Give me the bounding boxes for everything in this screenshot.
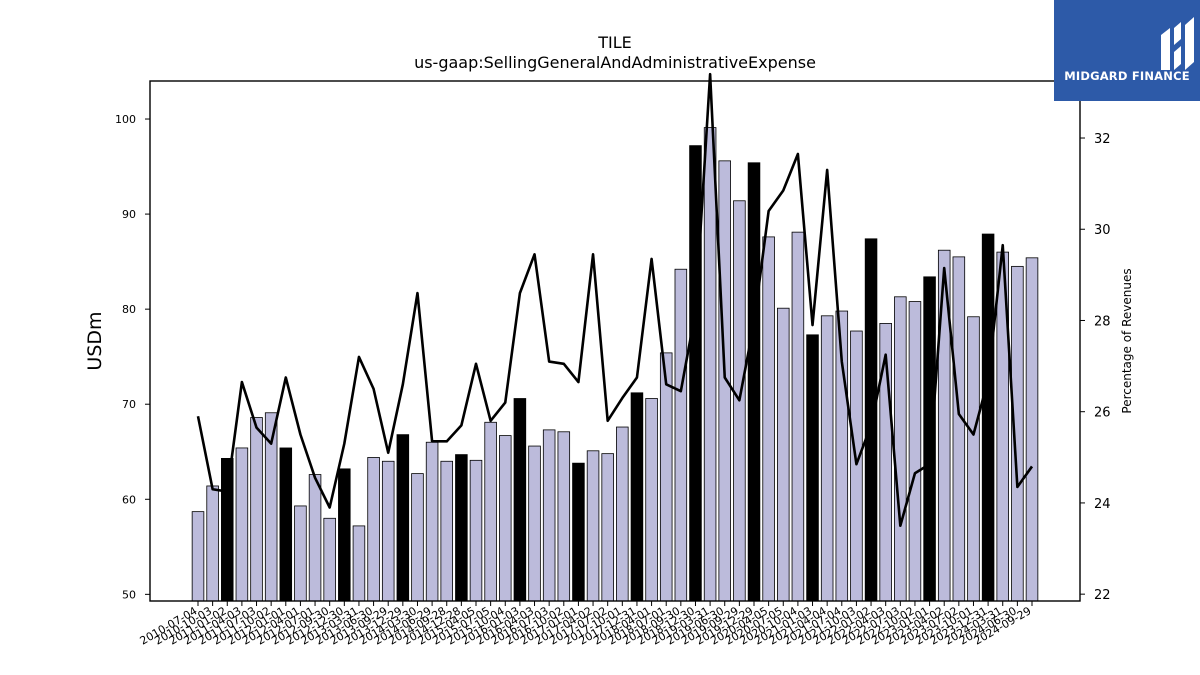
bar [221,457,234,602]
bar [659,352,673,602]
bar [762,236,775,602]
bar [777,307,790,602]
bar [206,485,219,602]
bar [630,392,644,602]
y-tick-label: 60 [122,493,136,506]
plot-frame [149,80,1081,602]
axes-layer: 50607080901002224262830322010-07-042010-… [115,80,1111,648]
bar [250,417,263,602]
bar [806,334,819,602]
bar [367,457,380,602]
bar [674,268,688,602]
bar [294,505,307,602]
y-tick-label: 90 [122,208,136,221]
y2-tick-label: 26 [1094,406,1111,421]
bar [981,233,995,602]
bar [396,434,410,602]
bar [747,162,761,602]
bar [894,296,907,602]
y2-axis-label: Percentage of Revenues [1120,268,1134,413]
bar [967,316,980,602]
y2-tick-label: 22 [1094,588,1111,603]
bar [352,525,366,602]
y2-tick-label: 30 [1094,223,1111,238]
bar [469,459,483,602]
y2-tick-label: 24 [1094,497,1111,512]
y-tick-label: 80 [122,303,136,316]
bar [323,517,336,602]
chart-title: TILE [597,33,632,52]
bar [279,447,293,602]
bar [455,454,468,602]
bar [718,160,731,602]
bar [952,256,966,602]
bar [601,453,614,602]
bar [338,468,351,602]
bar [484,421,497,602]
bar [513,398,527,602]
bar [572,462,585,602]
bar [191,511,205,602]
bar [820,315,834,602]
bar [908,301,922,602]
bar [235,447,249,602]
bar [499,435,512,602]
y-axis-label: USDm [84,311,106,370]
bar [411,473,424,602]
bars-layer [191,127,1039,602]
bar [586,450,600,602]
bar [850,330,863,602]
bar [791,231,805,602]
bar [616,426,629,602]
bar [528,445,541,602]
logo-text: MIDGARD FINANCE [1064,69,1190,83]
logo-box: MIDGARD FINANCE [1054,0,1200,101]
bar [425,441,439,602]
y-tick-label: 50 [122,588,136,601]
bar [381,460,395,602]
y2-tick-label: 28 [1094,314,1111,329]
y-tick-label: 100 [115,113,136,126]
bar [645,398,658,602]
line-layer [196,72,1034,528]
percentage-line [196,72,1034,528]
bar [542,429,556,602]
bar [557,431,571,602]
bar [689,145,702,602]
chart-subtitle: us-gaap:SellingGeneralAndAdministrativeE… [414,53,816,72]
y2-tick-label: 32 [1094,132,1111,147]
bar [923,276,936,602]
bar [308,474,322,602]
bar [440,460,453,602]
bar [703,127,717,602]
y-tick-label: 70 [122,398,136,411]
midgard-logo-icon [1161,17,1194,70]
bar [1025,257,1039,602]
